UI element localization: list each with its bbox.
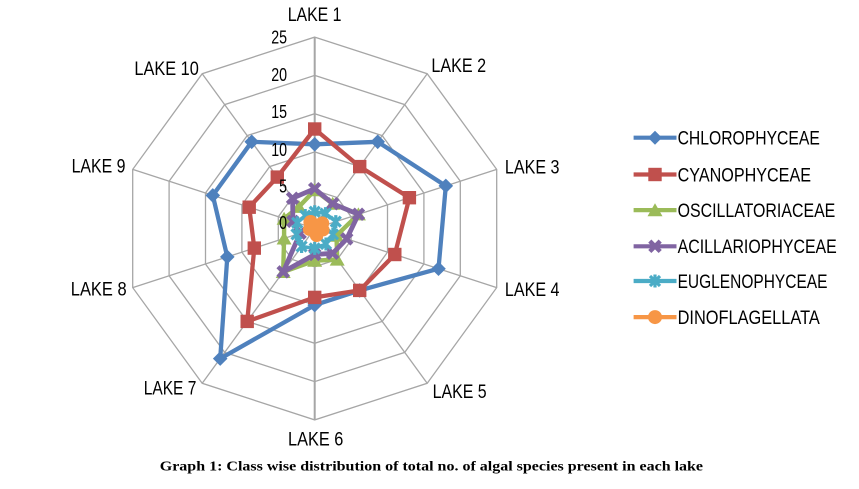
- svg-text:LAKE 2: LAKE 2: [431, 56, 486, 77]
- svg-text:ACILLARIOPHYCEAE: ACILLARIOPHYCEAE: [678, 236, 837, 258]
- svg-text:LAKE 4: LAKE 4: [505, 280, 560, 301]
- svg-text:DINOFLAGELLATA: DINOFLAGELLATA: [678, 307, 820, 329]
- svg-text:CYANOPHYCEAE: CYANOPHYCEAE: [678, 164, 811, 186]
- svg-text:LAKE 7: LAKE 7: [144, 379, 197, 400]
- svg-text:LAKE 1: LAKE 1: [288, 5, 342, 26]
- svg-text:5: 5: [279, 176, 287, 197]
- svg-text:Graph 1: Class wise distributi: Graph 1: Class wise distribution of tota…: [160, 459, 703, 474]
- svg-text:0: 0: [279, 212, 287, 233]
- svg-text:15: 15: [271, 101, 287, 122]
- svg-text:CHLOROPHYCEAE: CHLOROPHYCEAE: [678, 128, 820, 150]
- svg-text:20: 20: [271, 64, 287, 85]
- svg-text:10: 10: [271, 139, 287, 160]
- svg-text:LAKE 8: LAKE 8: [71, 280, 127, 301]
- svg-text:LAKE 9: LAKE 9: [72, 157, 126, 178]
- svg-text:LAKE 10: LAKE 10: [134, 59, 198, 80]
- svg-text:25: 25: [271, 27, 287, 48]
- svg-text:OSCILLATORIACEAE: OSCILLATORIACEAE: [678, 200, 836, 222]
- svg-text:LAKE 5: LAKE 5: [433, 382, 487, 403]
- svg-text:LAKE 3: LAKE 3: [505, 158, 560, 179]
- svg-text:LAKE 6: LAKE 6: [288, 429, 343, 450]
- svg-text:EUGLENOPHYCEAE: EUGLENOPHYCEAE: [678, 271, 828, 293]
